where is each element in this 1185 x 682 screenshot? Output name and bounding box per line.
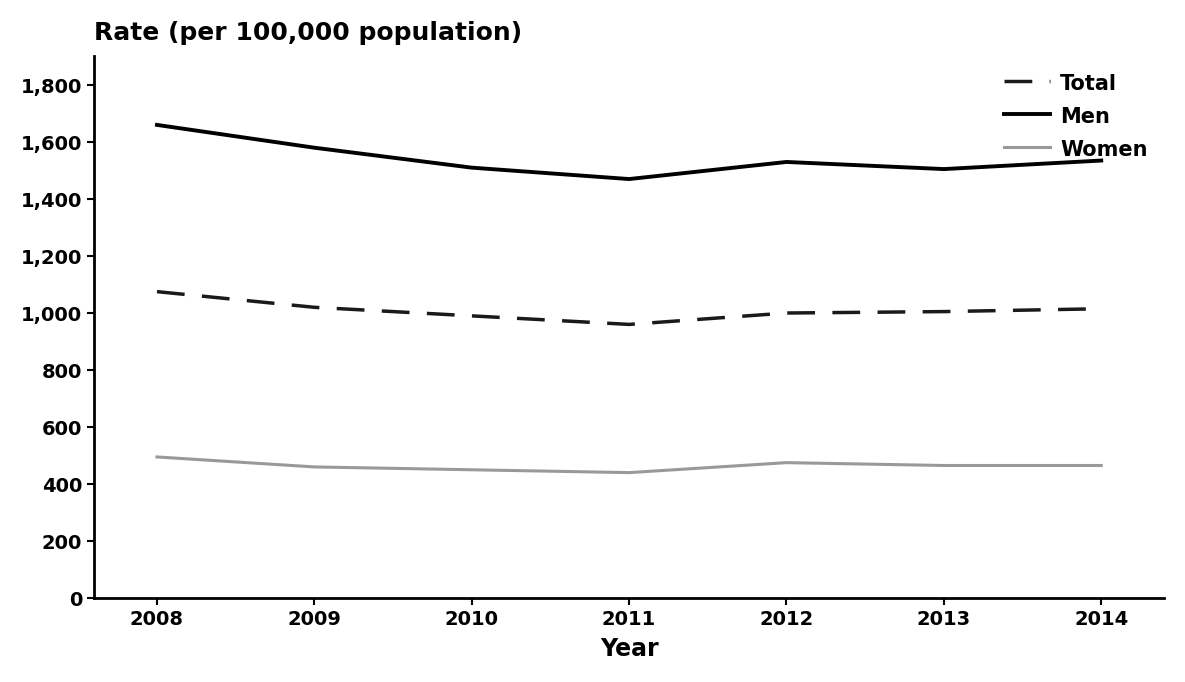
- X-axis label: Year: Year: [600, 637, 659, 661]
- Text: Rate (per 100,000 population): Rate (per 100,000 population): [94, 21, 523, 45]
- Legend: Total, Men, Women: Total, Men, Women: [998, 67, 1154, 166]
